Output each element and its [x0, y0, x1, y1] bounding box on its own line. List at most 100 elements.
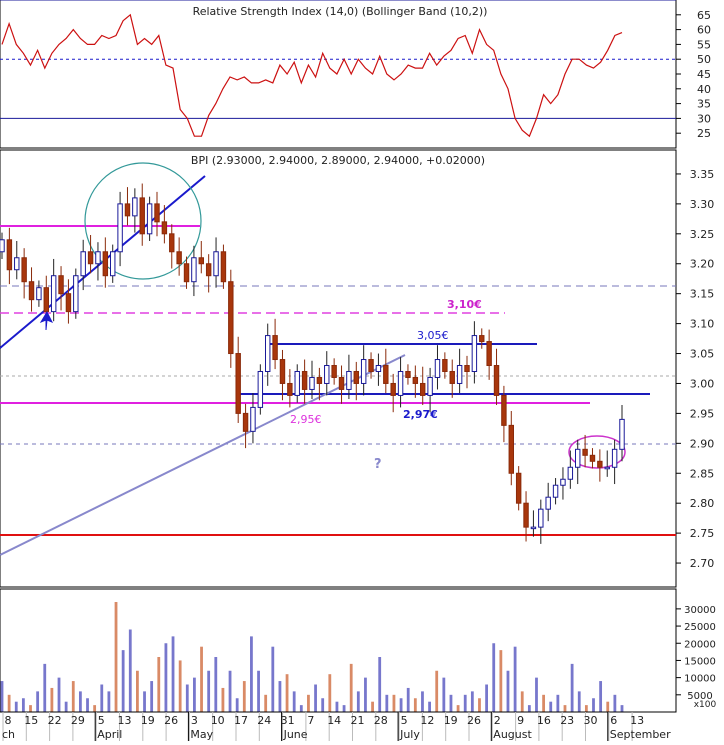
- volume-bar: [535, 677, 538, 712]
- candle: [427, 376, 433, 396]
- annotation-3-10: 3,10€: [447, 298, 482, 311]
- x-axis: 8 15 22 29 5 13 19 26 3 10 17 24 31 7 14 21 28 5 12 19 26 2 9 1…: [0, 711, 676, 741]
- candle: [161, 221, 168, 235]
- price-tick-label: 3.15: [690, 288, 715, 301]
- volume-bar: [442, 677, 446, 712]
- volume-bar: [577, 691, 581, 712]
- volume-bar: [314, 684, 317, 712]
- teal-highlight-circle: [84, 162, 202, 280]
- volume-bar: [36, 691, 40, 712]
- x-tick-label: 3: [191, 714, 198, 727]
- volume-bar: [7, 694, 11, 712]
- candle: [205, 263, 212, 277]
- x-tick-label: 28: [374, 714, 388, 727]
- volume-bar: [570, 663, 574, 712]
- candle: [383, 365, 389, 384]
- price-tick-label: 2.75: [690, 527, 715, 540]
- rsi-tick-label: 30: [697, 112, 711, 125]
- volume-bar: [463, 694, 467, 712]
- price-tick-label: 3.10: [690, 318, 715, 331]
- candle: [265, 335, 271, 372]
- candle: [220, 251, 227, 283]
- rsi-plot-frame: [0, 0, 677, 149]
- volume-bar: [421, 691, 424, 712]
- candle: [508, 424, 515, 474]
- candle: [21, 257, 27, 283]
- x-tick-label: 10: [211, 714, 225, 727]
- volume-bar: [221, 687, 225, 712]
- rsi-tick-label: 25: [697, 127, 711, 140]
- candle: [493, 365, 500, 396]
- price-tick-label: 2.85: [690, 467, 715, 480]
- volume-bar: [185, 684, 189, 712]
- month-label: May: [190, 728, 213, 741]
- volume-bar: [150, 681, 154, 712]
- candle: [582, 448, 588, 456]
- month-label: June: [283, 728, 308, 741]
- volume-bar: [435, 670, 439, 712]
- candle: [228, 281, 234, 355]
- volume-tick-label: 25000: [684, 622, 716, 633]
- volume-bar: [242, 681, 246, 712]
- candle: [183, 263, 190, 283]
- volume-bar: [371, 701, 374, 712]
- x-tick-label: 7: [307, 714, 314, 727]
- volume-bar: [299, 705, 303, 712]
- volume-bar: [235, 698, 239, 712]
- volume-bar: [285, 674, 289, 712]
- x-tick-label: 19: [444, 714, 458, 727]
- candle: [110, 251, 116, 277]
- rsi-tick-label: 45: [697, 68, 711, 81]
- candle: [50, 275, 57, 313]
- price-title: BPI (2.93000, 2.94000, 2.89000, 2.94000,…: [191, 154, 485, 167]
- candle: [471, 335, 478, 372]
- rsi-series-line: [1, 13, 623, 138]
- candle: [87, 251, 94, 265]
- volume-plot-frame: [0, 588, 677, 713]
- volume-bar: [456, 705, 460, 712]
- x-tick-label: 5: [401, 714, 408, 727]
- volume-bar: [599, 681, 603, 712]
- x-tick-label: 19: [141, 714, 155, 727]
- price-plot-frame: [0, 149, 677, 588]
- volume-bar: [71, 681, 75, 712]
- volume-bar: [364, 677, 367, 712]
- price-tick-label: 3.25: [690, 228, 715, 241]
- volume-bar: [114, 602, 118, 712]
- volume-bar: [193, 677, 196, 712]
- price-tick-label: 2.70: [690, 557, 715, 570]
- volume-bar: [563, 705, 567, 712]
- candle: [589, 454, 596, 462]
- volume-bar: [513, 646, 517, 712]
- volume-bar: [14, 701, 18, 712]
- volume-bar: [100, 684, 104, 712]
- volume-bar: [428, 701, 431, 712]
- candle: [397, 370, 404, 396]
- rsi-tick-label: 60: [697, 24, 711, 37]
- candle: [434, 359, 441, 378]
- month-label: July: [399, 728, 420, 741]
- volume-bar: [107, 691, 111, 712]
- candle: [80, 251, 86, 277]
- candle: [14, 257, 20, 271]
- candle: [538, 508, 544, 528]
- candle: [575, 448, 581, 468]
- volume-bar: [228, 670, 232, 712]
- rsi-panel: Relative Strength Index (14,0) (Bollinge…: [0, 0, 711, 149]
- volume-bar: [413, 698, 417, 712]
- volume-bar: [328, 674, 332, 712]
- candle: [560, 478, 566, 486]
- candle: [0, 239, 5, 253]
- volume-panel: 5000 10000 15000 20000 25000 30000 x100: [0, 588, 717, 713]
- candle: [36, 287, 42, 301]
- volume-bar: [271, 646, 275, 712]
- candle: [146, 203, 153, 235]
- rsi-tick-label: 50: [697, 53, 711, 66]
- x-tick-label: 26: [164, 714, 178, 727]
- volume-bars-group: [0, 602, 624, 712]
- candle: [331, 365, 337, 378]
- x-tick-label: 2: [494, 714, 501, 727]
- price-tick-label: 2.95: [690, 407, 715, 420]
- arrow-up-icon: [39, 310, 54, 331]
- candle: [375, 365, 382, 372]
